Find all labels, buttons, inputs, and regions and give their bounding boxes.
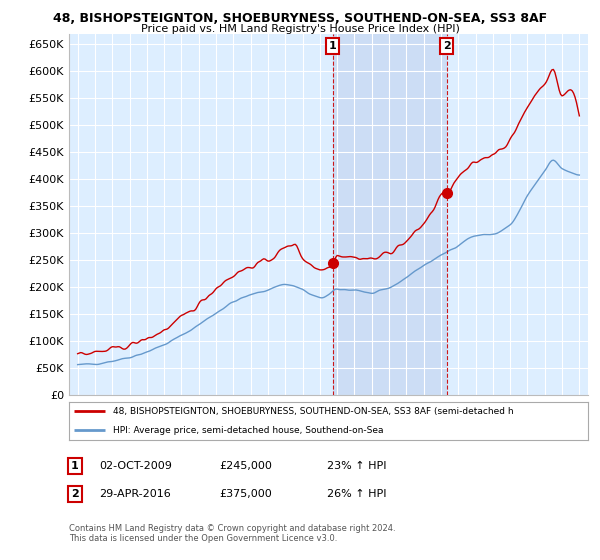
Text: 48, BISHOPSTEIGNTON, SHOEBURYNESS, SOUTHEND-ON-SEA, SS3 8AF (semi-detached h: 48, BISHOPSTEIGNTON, SHOEBURYNESS, SOUTH… <box>113 407 514 416</box>
Text: 1: 1 <box>71 461 79 471</box>
Text: 2: 2 <box>71 489 79 499</box>
Text: 48, BISHOPSTEIGNTON, SHOEBURYNESS, SOUTHEND-ON-SEA, SS3 8AF: 48, BISHOPSTEIGNTON, SHOEBURYNESS, SOUTH… <box>53 12 547 25</box>
Text: 1: 1 <box>329 41 337 52</box>
Text: Price paid vs. HM Land Registry's House Price Index (HPI): Price paid vs. HM Land Registry's House … <box>140 24 460 34</box>
Text: 26% ↑ HPI: 26% ↑ HPI <box>327 489 386 499</box>
Text: 02-OCT-2009: 02-OCT-2009 <box>99 461 172 471</box>
Text: £245,000: £245,000 <box>219 461 272 471</box>
Bar <box>333 34 446 395</box>
Text: 2: 2 <box>443 41 451 52</box>
Text: Contains HM Land Registry data © Crown copyright and database right 2024.: Contains HM Land Registry data © Crown c… <box>69 524 395 533</box>
Text: HPI: Average price, semi-detached house, Southend-on-Sea: HPI: Average price, semi-detached house,… <box>113 426 383 435</box>
Text: This data is licensed under the Open Government Licence v3.0.: This data is licensed under the Open Gov… <box>69 534 337 543</box>
Text: 29-APR-2016: 29-APR-2016 <box>99 489 171 499</box>
Text: 23% ↑ HPI: 23% ↑ HPI <box>327 461 386 471</box>
Text: £375,000: £375,000 <box>219 489 272 499</box>
